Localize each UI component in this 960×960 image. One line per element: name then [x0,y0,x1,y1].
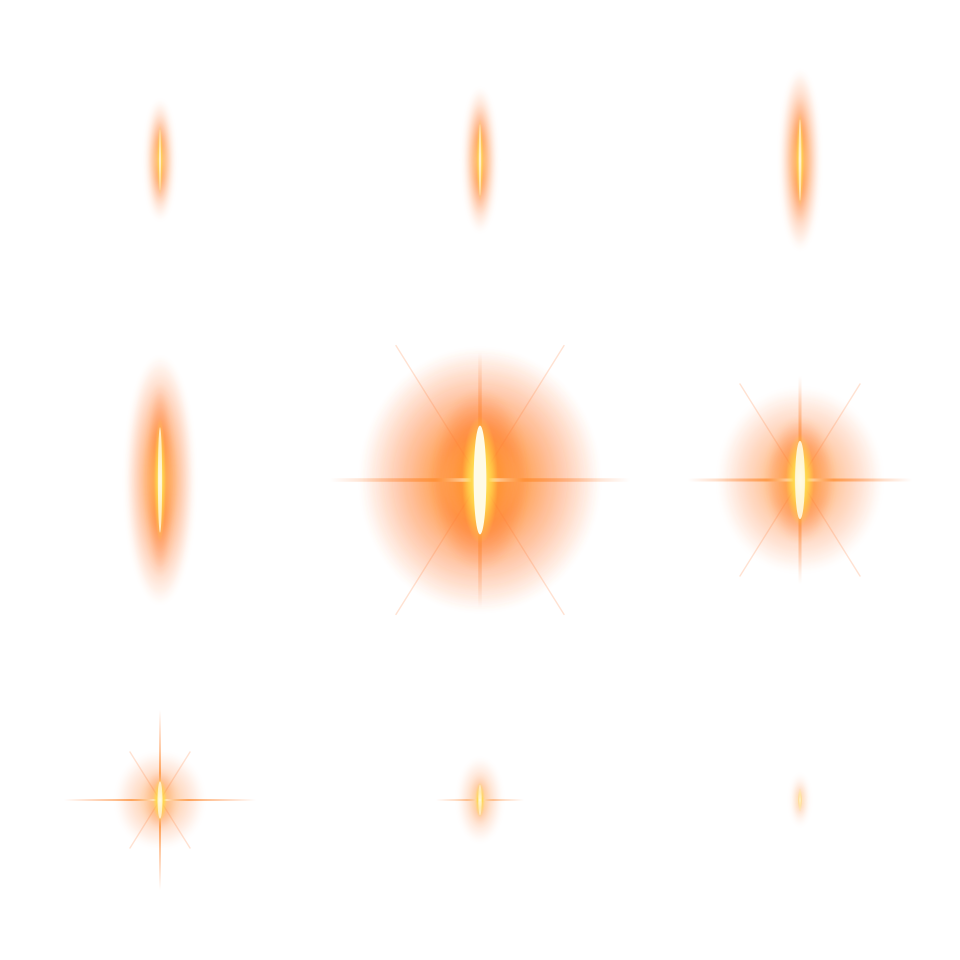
hot-center [158,129,162,191]
sprite-frame-5 [320,320,640,640]
flame-streak-icon [126,356,194,604]
faint-glow-icon [436,758,524,842]
hot-center [157,781,163,819]
hot-center [157,427,163,533]
hot-center [795,440,805,520]
flame-streak-icon [146,100,174,220]
hot-center [799,789,801,811]
flame-streak-icon [464,88,496,232]
hot-center [798,119,802,201]
core-streak [798,788,802,812]
sprite-frame-9 [640,640,960,960]
sprite-frame-3 [640,0,960,320]
starburst-icon [688,376,912,584]
hot-center [478,124,482,196]
sprite-frame-2 [320,0,640,320]
sparkle-icon [64,710,256,890]
faint-glow-icon [791,774,809,826]
hot-center [478,784,482,816]
starburst-icon [330,344,630,616]
flame-streak-icon [781,70,819,250]
sprite-frame-7 [0,640,320,960]
sprite-frame-4 [0,320,320,640]
hot-center [473,425,487,535]
sprite-frame-1 [0,0,320,320]
sprite-frame-8 [320,640,640,960]
sprite-frame-6 [640,320,960,640]
